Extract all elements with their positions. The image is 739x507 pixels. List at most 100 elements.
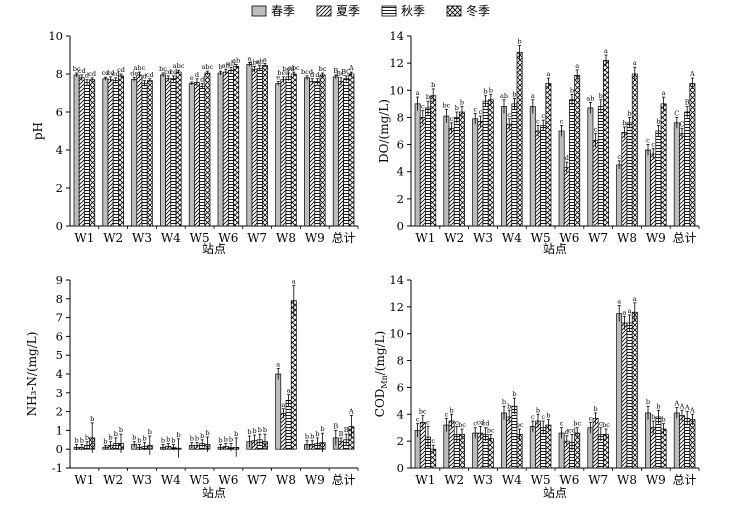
significance-label: b bbox=[431, 81, 435, 89]
significance-label: a bbox=[633, 59, 637, 67]
bar-spring bbox=[587, 427, 594, 469]
significance-label: c bbox=[421, 103, 425, 111]
y-axis-label: CODMn/(mg/L) bbox=[373, 331, 389, 417]
significance-label: c bbox=[479, 108, 483, 116]
x-tick-label: 总计 bbox=[673, 473, 697, 487]
significance-label: cd bbox=[112, 70, 120, 78]
bar-spring bbox=[529, 426, 536, 469]
bar-summer bbox=[165, 78, 172, 227]
bar-summer bbox=[679, 133, 685, 227]
bar-autumn bbox=[684, 111, 691, 227]
significance-label: a bbox=[575, 62, 579, 70]
significance-label: c bbox=[617, 153, 621, 161]
bar-spring bbox=[501, 412, 507, 469]
significance-label: b bbox=[305, 433, 309, 441]
significance-label: bcd bbox=[277, 69, 289, 77]
significance-label: a bbox=[628, 307, 632, 315]
bar-summer bbox=[506, 123, 513, 227]
significance-label: A bbox=[348, 407, 354, 415]
significance-label: c bbox=[445, 410, 449, 418]
significance-label: cd bbox=[482, 420, 490, 428]
significance-label: bc bbox=[516, 421, 524, 429]
bar-autumn bbox=[199, 85, 206, 227]
x-tick-label: W5 bbox=[190, 231, 210, 245]
significance-label: bc bbox=[573, 420, 581, 428]
x-tick-label: W5 bbox=[531, 473, 551, 487]
bar-autumn bbox=[170, 78, 177, 227]
y-tick-label: 6 bbox=[397, 138, 404, 152]
x-tick-label: W3 bbox=[473, 473, 493, 487]
bar-winter bbox=[660, 428, 667, 469]
bar-winter bbox=[89, 79, 96, 227]
bar-winter bbox=[545, 83, 552, 227]
bar-autumn bbox=[655, 130, 662, 227]
bar-spring bbox=[246, 64, 253, 227]
significance-label: b bbox=[315, 430, 319, 438]
x-tick-label: W5 bbox=[190, 473, 210, 487]
bar-spring bbox=[188, 83, 195, 227]
bar-spring bbox=[443, 115, 450, 227]
bar-spring bbox=[102, 78, 109, 227]
significance-label: b bbox=[512, 90, 516, 98]
bar-summer bbox=[621, 322, 628, 469]
significance-label: bc bbox=[319, 65, 327, 73]
significance-label: ab bbox=[227, 59, 235, 67]
significance-label: b bbox=[502, 398, 506, 406]
significance-label: b bbox=[132, 434, 136, 442]
significance-label: B bbox=[685, 99, 690, 107]
bar-spring bbox=[275, 373, 282, 450]
bar-spring bbox=[558, 130, 565, 227]
significance-label: c bbox=[594, 126, 598, 134]
significance-label: B bbox=[344, 426, 349, 434]
bar-summer bbox=[136, 74, 143, 227]
significance-label: abc bbox=[134, 64, 146, 72]
significance-label: cd bbox=[78, 67, 86, 75]
bar-autumn bbox=[256, 67, 263, 227]
bar-winter bbox=[290, 73, 297, 227]
x-tick-label: W2 bbox=[103, 231, 123, 245]
legend-swatch-spring bbox=[251, 5, 267, 17]
significance-label: cd bbox=[101, 69, 109, 77]
significance-label: a bbox=[622, 308, 626, 316]
y-tick-label: 2 bbox=[56, 181, 63, 195]
x-tick-label: W1 bbox=[74, 231, 94, 245]
bar-winter bbox=[262, 65, 268, 227]
significance-label: a bbox=[617, 298, 621, 306]
bar-autumn bbox=[511, 103, 518, 227]
significance-label: bc bbox=[159, 65, 167, 73]
y-tick-label: 6 bbox=[56, 329, 63, 343]
significance-label: a bbox=[287, 387, 291, 395]
significance-label: c bbox=[589, 414, 593, 422]
bar-summer bbox=[419, 117, 426, 227]
y-axis-label: DO/(mg/L) bbox=[377, 99, 391, 163]
bar-winter bbox=[459, 111, 465, 227]
significance-label: bcd bbox=[283, 65, 295, 73]
y-tick-label: 10 bbox=[389, 327, 404, 341]
significance-label: b bbox=[646, 398, 650, 406]
significance-label: C bbox=[674, 109, 679, 117]
x-tick-label: W3 bbox=[132, 231, 152, 245]
significance-label: c bbox=[599, 420, 603, 428]
significance-label: b bbox=[484, 88, 488, 96]
bar-summer bbox=[679, 415, 685, 469]
x-tick-label: W1 bbox=[74, 473, 94, 487]
significance-label: B bbox=[333, 67, 338, 75]
significance-label: c bbox=[646, 137, 650, 145]
y-tick-label: 8 bbox=[397, 110, 404, 124]
significance-label: BC bbox=[341, 68, 351, 76]
significance-label: b bbox=[455, 104, 459, 112]
legend-label-spring: 春季 bbox=[271, 4, 295, 18]
bar-spring bbox=[587, 107, 594, 227]
x-tick-label: W9 bbox=[305, 473, 325, 487]
bar-autumn bbox=[285, 399, 292, 450]
x-tick-label: W4 bbox=[161, 231, 181, 245]
y-tick-label: 6 bbox=[397, 380, 404, 394]
bar-autumn bbox=[626, 122, 633, 227]
y-tick-label: 14 bbox=[389, 273, 404, 287]
bar-spring bbox=[275, 83, 282, 227]
significance-label: b bbox=[662, 416, 666, 424]
x-tick-label: 总计 bbox=[332, 473, 356, 487]
y-axis-label: NH₃-N/(mg/L) bbox=[25, 332, 39, 417]
bar-autumn bbox=[84, 82, 90, 227]
bar-summer bbox=[477, 121, 484, 227]
